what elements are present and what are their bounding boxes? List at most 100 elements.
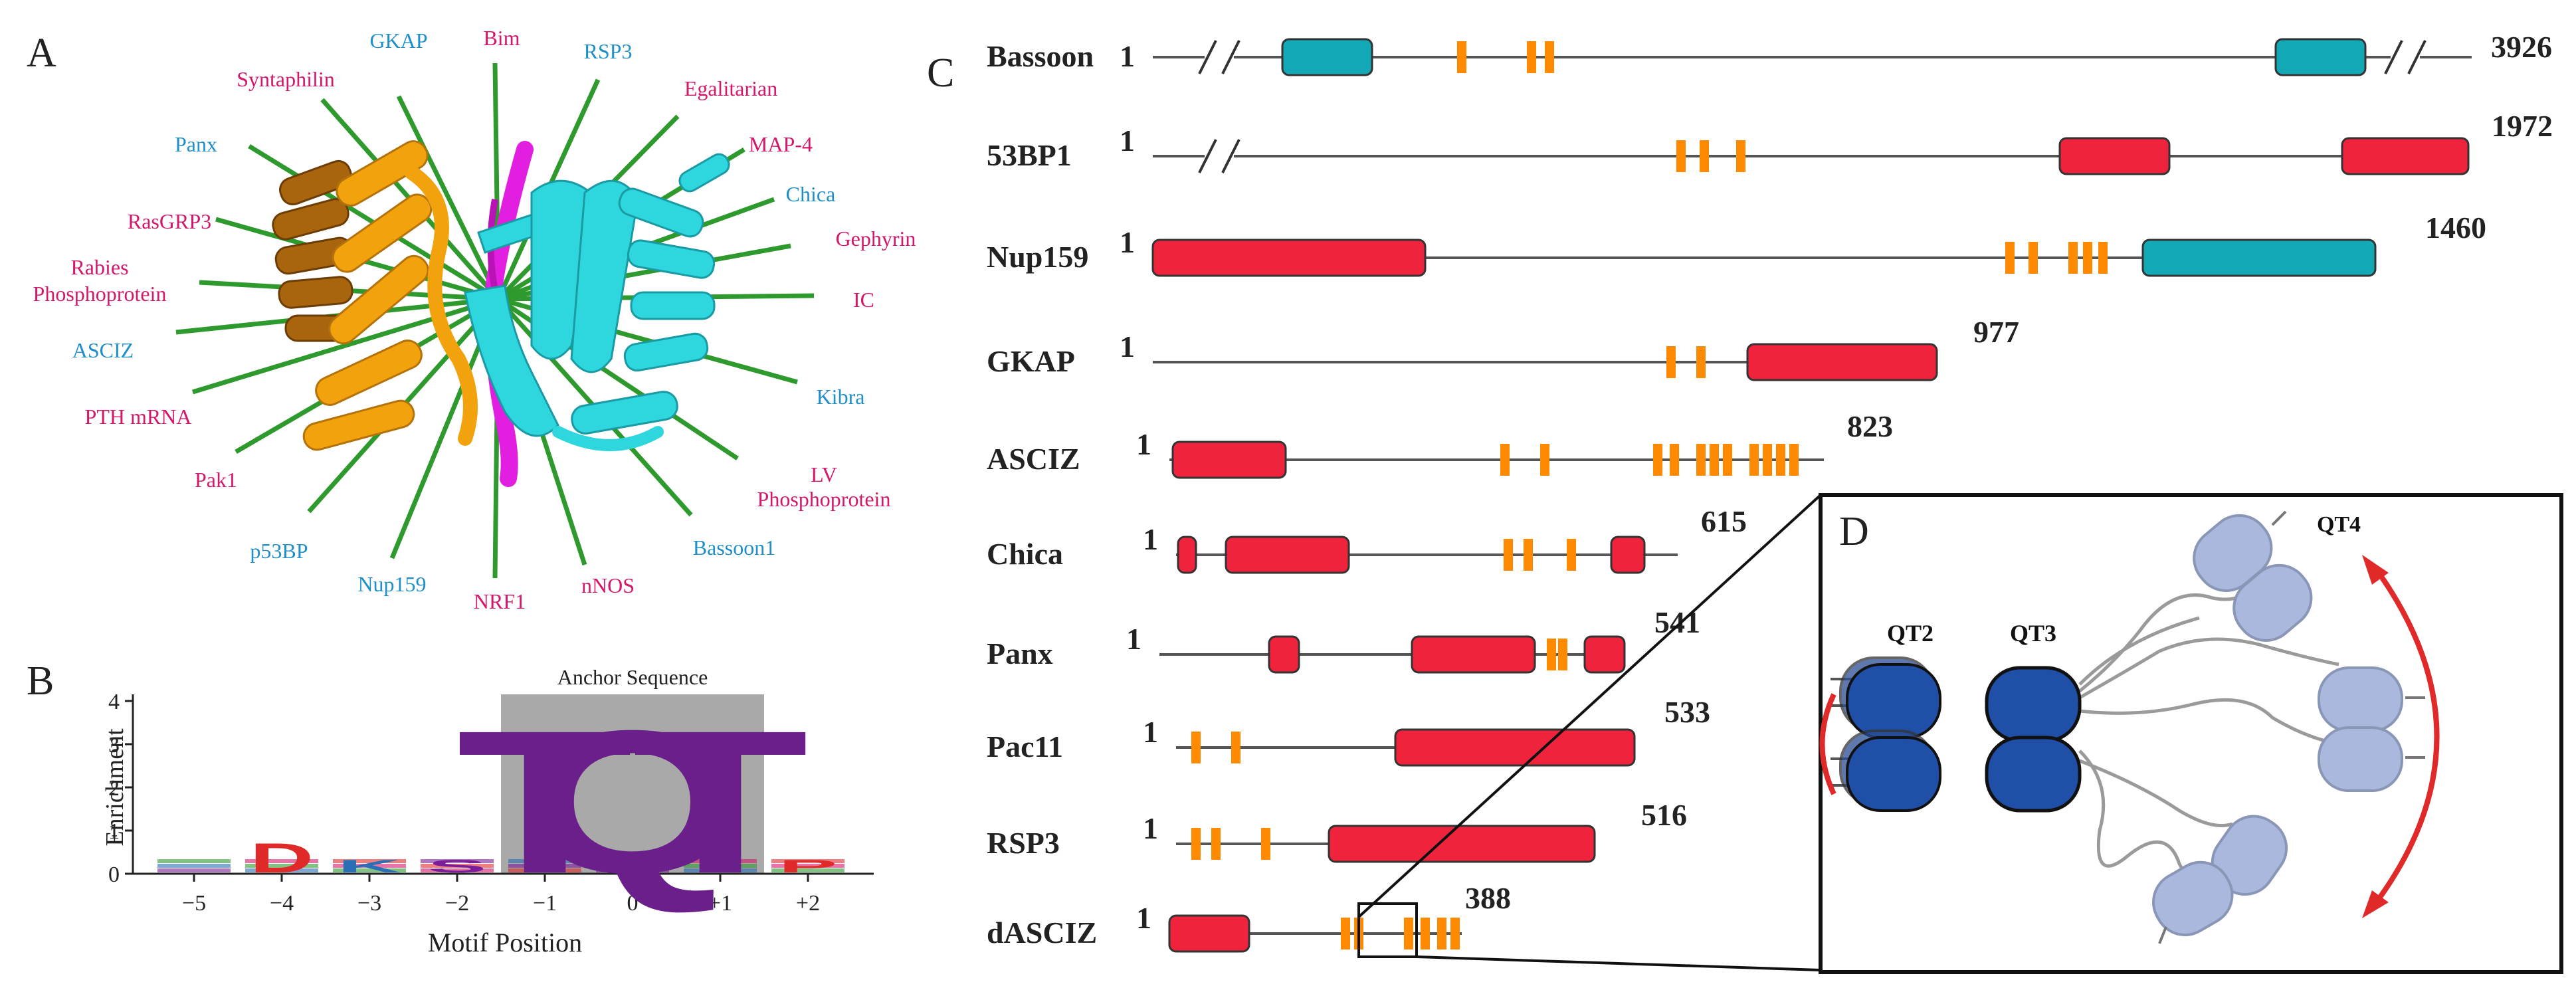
qt4-label: QT4 <box>2317 512 2361 537</box>
helix-orange <box>302 399 415 451</box>
break-mark <box>1198 139 1217 173</box>
partner-label: nNOS <box>581 573 635 597</box>
protein-name: RSP3 <box>987 826 1060 860</box>
logo-noise-band <box>684 868 757 872</box>
protein-start: 1 <box>1120 124 1135 157</box>
break-mark <box>2384 40 2403 74</box>
logo-noise-band <box>771 859 844 863</box>
domain-box-red <box>1168 914 1250 953</box>
partner-label: p53BP <box>250 539 308 563</box>
motif-mark <box>1776 444 1785 476</box>
domain-box-red <box>1328 825 1596 863</box>
protein-start: 1 <box>1120 330 1135 363</box>
motif-mark <box>1547 639 1556 670</box>
partner-label: LV <box>811 462 837 486</box>
protein-length: 388 <box>1465 881 1511 915</box>
logo-noise-band <box>508 859 581 863</box>
qt4-subunit <box>2152 860 2234 937</box>
partner-label: PTH mRNA <box>85 405 192 429</box>
partner-label: Phosphoprotein <box>33 282 167 306</box>
break-gap <box>1205 40 1234 74</box>
motif-mark <box>1749 444 1759 476</box>
motif-mark <box>2098 242 2108 274</box>
logo-noise-band <box>421 868 494 872</box>
domain-box-teal <box>1281 38 1373 76</box>
y-tick-label: 0 <box>108 862 120 887</box>
helix-cyan <box>623 332 709 372</box>
motif-mark <box>1545 41 1554 73</box>
logo-noise-band <box>157 864 231 868</box>
protein-length: 516 <box>1641 798 1687 832</box>
x-tick-label: −1 <box>533 891 557 916</box>
protein-start: 1 <box>1126 622 1141 656</box>
protein-start: 1 <box>1120 225 1135 259</box>
linker <box>2078 637 2339 700</box>
logo-noise-band <box>157 868 231 872</box>
motif-mark <box>1437 918 1446 949</box>
panel-a-label: A <box>27 31 56 76</box>
qt2-bottom <box>1846 736 1941 812</box>
logo-noise-band <box>157 859 231 863</box>
protein-start: 1 <box>1143 715 1158 749</box>
partner-labels: GKAP Bim RSP3 Syntaphilin Egalitarian MA… <box>33 26 916 613</box>
motif-mark <box>1696 444 1706 476</box>
helix-dark <box>278 276 353 309</box>
logo-noise-band <box>508 868 581 872</box>
motif-mark <box>1676 140 1686 172</box>
linker <box>2078 616 2200 686</box>
qt2-label: QT2 <box>1887 620 1933 647</box>
y-tick-label: 4 <box>108 690 120 714</box>
motif-mark <box>2005 242 2015 274</box>
qt2-top <box>1846 663 1941 739</box>
qt4-subunit <box>2318 726 2403 792</box>
x-tick-label: +1 <box>708 891 732 916</box>
motif-mark <box>1700 140 1709 172</box>
partner-label: Kibra <box>817 385 865 409</box>
partner-label: ASCIZ <box>72 338 134 362</box>
motif-mark <box>1457 41 1466 73</box>
motif-mark <box>1231 732 1240 763</box>
motif-mark <box>2068 242 2078 274</box>
logo-noise-band <box>333 859 406 863</box>
protein-length: 1972 <box>2492 109 2553 143</box>
domain-box-red <box>2058 137 2171 175</box>
motif-mark <box>1567 539 1576 571</box>
protein-start: 1 <box>1143 522 1158 556</box>
protein-start: 1 <box>1136 901 1151 935</box>
logo-noise-band <box>684 859 757 863</box>
motif-mark <box>1696 346 1706 378</box>
motif-mark <box>1211 828 1221 860</box>
motif-mark <box>1404 918 1413 949</box>
domain-box-red <box>1171 441 1287 479</box>
helix-dark <box>272 198 349 241</box>
motif-mark <box>1789 444 1799 476</box>
motif-mark <box>1723 444 1732 476</box>
domain-box-red <box>1583 635 1626 674</box>
logo-noise-band <box>596 864 669 868</box>
logo-noise-band <box>245 868 318 872</box>
break-gap <box>2391 40 2420 74</box>
domain-box-red <box>1610 536 1646 574</box>
partner-label: Pak1 <box>195 468 237 492</box>
protein-length: 533 <box>1664 695 1710 729</box>
helix-cyan <box>678 153 730 193</box>
helix-cyan <box>630 291 716 320</box>
arrowhead <box>2362 555 2389 585</box>
protein-name: Panx <box>987 637 1053 670</box>
qt3-top <box>1985 666 2082 743</box>
domain-box-red <box>2341 137 2470 175</box>
panel-b-label: B <box>27 658 54 704</box>
logo-letter: T <box>456 688 633 916</box>
protein-name: 53BP1 <box>987 138 1072 172</box>
logo-noise-band <box>245 859 318 863</box>
motif-mark <box>1500 444 1510 476</box>
partner-label: GKAP <box>369 29 427 52</box>
qt4-subunit <box>2232 563 2313 642</box>
qt4-subunit <box>2318 666 2403 732</box>
protein-start: 1 <box>1136 427 1151 461</box>
logo-noise-band <box>684 864 757 868</box>
break-gap <box>1205 139 1234 173</box>
qt4-swing-arrow <box>2373 566 2440 906</box>
protein-name: GKAP <box>987 344 1075 378</box>
logo-noise-band <box>333 868 406 872</box>
